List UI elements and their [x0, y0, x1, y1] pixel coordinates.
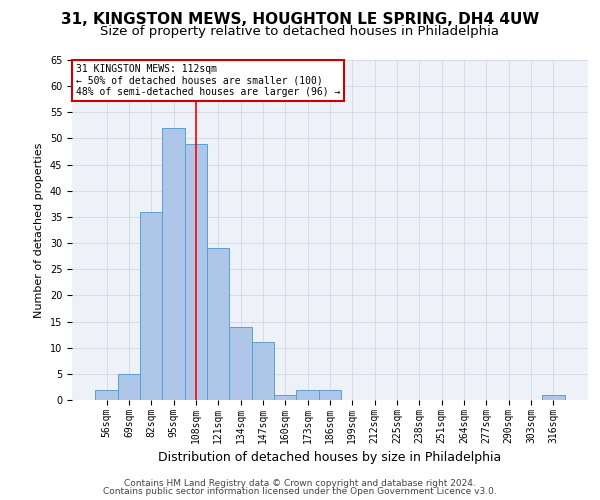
Bar — [185, 144, 207, 400]
Text: Contains public sector information licensed under the Open Government Licence v3: Contains public sector information licen… — [103, 487, 497, 496]
Bar — [229, 327, 252, 400]
Bar — [95, 390, 118, 400]
Bar — [296, 390, 319, 400]
Bar — [163, 128, 185, 400]
Bar — [140, 212, 163, 400]
Text: Contains HM Land Registry data © Crown copyright and database right 2024.: Contains HM Land Registry data © Crown c… — [124, 478, 476, 488]
Y-axis label: Number of detached properties: Number of detached properties — [34, 142, 44, 318]
Bar — [542, 395, 565, 400]
Bar — [118, 374, 140, 400]
Text: Size of property relative to detached houses in Philadelphia: Size of property relative to detached ho… — [101, 25, 499, 38]
Bar — [274, 395, 296, 400]
Text: 31, KINGSTON MEWS, HOUGHTON LE SPRING, DH4 4UW: 31, KINGSTON MEWS, HOUGHTON LE SPRING, D… — [61, 12, 539, 28]
Bar — [319, 390, 341, 400]
Text: 31 KINGSTON MEWS: 112sqm
← 50% of detached houses are smaller (100)
48% of semi-: 31 KINGSTON MEWS: 112sqm ← 50% of detach… — [76, 64, 341, 98]
X-axis label: Distribution of detached houses by size in Philadelphia: Distribution of detached houses by size … — [158, 451, 502, 464]
Bar — [252, 342, 274, 400]
Bar — [207, 248, 229, 400]
